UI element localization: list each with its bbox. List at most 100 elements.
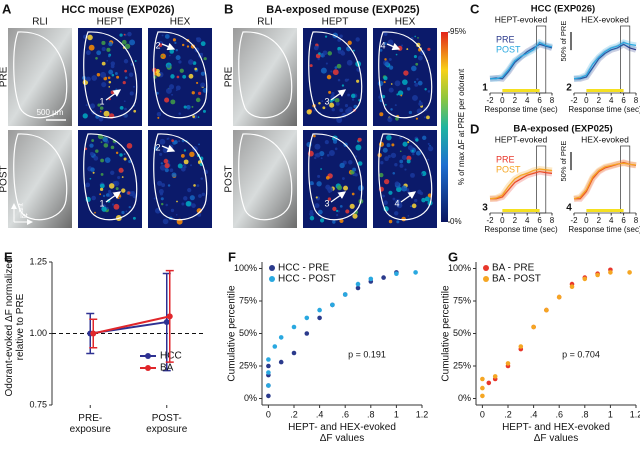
activity-spot: [396, 220, 400, 224]
y-tick-label: 50%: [239, 328, 257, 338]
y-tick-label: 75%: [239, 295, 257, 305]
p-value: p = 0.704: [562, 349, 600, 359]
activity-spot: [99, 187, 104, 191]
column-label: HEX: [395, 17, 416, 28]
trace-group-title: HCC (EXP026): [531, 4, 595, 15]
activity-spot: [100, 141, 103, 144]
activity-spot: [125, 210, 128, 213]
activity-spot: [101, 81, 107, 88]
activity-spot: [415, 117, 419, 120]
odor-bar: [502, 209, 540, 212]
point: [595, 272, 600, 278]
panel-label: A: [2, 1, 12, 16]
arrow: [386, 42, 401, 51]
arrow-number: 4: [380, 40, 385, 50]
activity-spot: [158, 43, 163, 47]
activity-spot: [392, 197, 396, 201]
p-value: p = 0.191: [348, 349, 386, 359]
activity-spot: [384, 61, 390, 67]
activity-spot: [191, 203, 196, 208]
activity-spot: [383, 80, 386, 84]
activity-spot: [85, 76, 91, 82]
trace-line: [573, 162, 637, 200]
activity-spot: [379, 48, 383, 52]
activity-spot: [187, 188, 192, 193]
activity-spot: [95, 56, 98, 60]
activity-spot: [407, 145, 413, 151]
activity-spot: [423, 116, 426, 119]
activity-spot: [313, 134, 316, 138]
legend-label: BA: [160, 363, 174, 374]
activity-spot: [101, 61, 106, 66]
activity-spot: [390, 83, 393, 85]
activity-spot: [354, 173, 358, 177]
activity-spot: [180, 153, 185, 158]
activity-spot: [327, 197, 332, 201]
activity-spot: [191, 91, 195, 95]
activity-spot: [357, 137, 362, 142]
activity-spot: [318, 101, 321, 105]
point: [163, 319, 170, 326]
activity-spot: [123, 153, 126, 156]
activity-spot: [197, 116, 200, 118]
activity-spot: [163, 158, 169, 164]
legend-label: HCC: [160, 351, 182, 362]
x-tick-label: 4: [525, 96, 530, 105]
x-tick-label: -2: [570, 96, 578, 105]
x-axis-label: HEPT- and HEX-evoked ΔF values: [288, 422, 396, 444]
activity-spot: [415, 150, 421, 156]
activity-spot: [347, 93, 351, 97]
activity-spot: [309, 181, 314, 186]
activity-spot: [427, 47, 431, 51]
activity-spot: [170, 99, 176, 105]
x-tick-label: 2: [513, 96, 518, 105]
activity-spot: [347, 40, 352, 45]
bulb-outline: [83, 133, 138, 221]
activity-spot: [352, 167, 357, 172]
arrow-number: 1: [99, 96, 104, 106]
y-tick-label: 100%: [234, 263, 257, 273]
activity-spot: [198, 143, 200, 146]
trace-number: 4: [566, 203, 572, 214]
activity-spot: [406, 159, 411, 164]
activity-spot: [427, 142, 430, 145]
activity-spot: [335, 209, 339, 212]
activity-spot: [91, 195, 96, 201]
activity-spot: [422, 135, 427, 141]
activity-spot: [132, 85, 136, 88]
activity-spot: [351, 192, 355, 196]
activity-spot: [193, 184, 196, 187]
activity-spot: [383, 200, 388, 206]
arrow: [105, 191, 122, 203]
x-tick-label: 2: [513, 216, 518, 225]
activity-spot: [339, 162, 345, 169]
activity-spot: [411, 65, 417, 72]
activity-spot: [92, 171, 95, 174]
activity-spot: [314, 203, 320, 209]
x-tick-label: 4: [525, 216, 530, 225]
activity-spot: [319, 151, 325, 157]
activity-spot: [380, 161, 384, 165]
trace-line: [573, 41, 637, 80]
activity-spot: [157, 116, 160, 119]
activity-spot: [114, 72, 118, 75]
activity-spot: [129, 91, 134, 96]
activity-spot: [355, 144, 362, 151]
activity-spot: [175, 49, 178, 52]
activity-spot: [101, 206, 107, 212]
activity-spot: [407, 141, 410, 144]
panel-label: D: [470, 121, 479, 136]
activity-spot: [350, 93, 356, 99]
activity-spot: [110, 61, 116, 66]
activity-spot: [110, 145, 115, 150]
activity-spot: [417, 189, 422, 195]
activity-spot: [111, 73, 115, 77]
point: [627, 270, 632, 275]
activity-spot: [351, 98, 355, 101]
activity-spot: [426, 115, 430, 120]
activity-spot: [117, 175, 121, 180]
activity-spot: [126, 143, 133, 149]
activity-spot: [118, 196, 121, 199]
activity-spot: [415, 62, 419, 66]
trace-title: HEPT-evoked: [495, 14, 548, 24]
